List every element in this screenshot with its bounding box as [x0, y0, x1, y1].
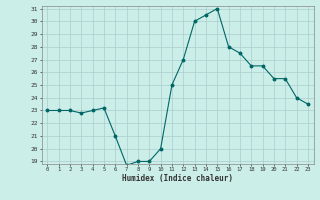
X-axis label: Humidex (Indice chaleur): Humidex (Indice chaleur)	[122, 174, 233, 183]
